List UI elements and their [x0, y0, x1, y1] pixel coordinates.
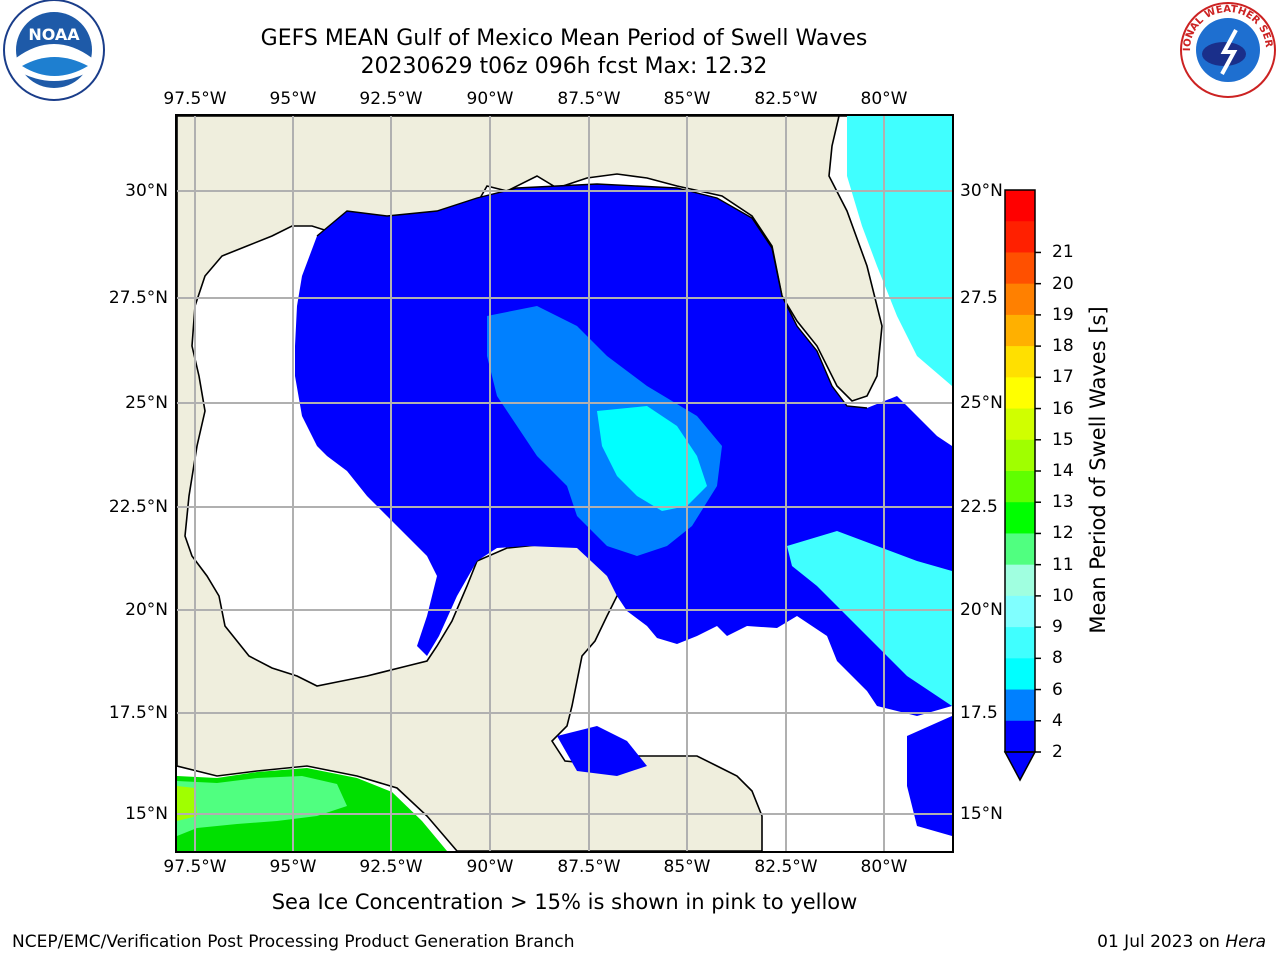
colorbar-segment	[1005, 533, 1035, 566]
lon-label-top: 90°W	[466, 89, 514, 109]
lat-label-left: 15°N	[125, 804, 168, 824]
colorbar	[1003, 189, 1041, 782]
chart-title: GEFS MEAN Gulf of Mexico Mean Period of …	[260, 26, 868, 51]
map-canvas	[177, 116, 952, 851]
colorbar-segment	[1005, 221, 1035, 253]
lon-label-top: 97.5°W	[163, 89, 227, 109]
colorbar-label: 21	[1052, 242, 1074, 263]
colorbar-label: 12	[1052, 523, 1074, 544]
nws-logo: NATIONAL WEATHER SERVICE	[1178, 0, 1276, 98]
wave-field-atlantic	[847, 116, 952, 386]
chart-subtitle: 20230629 t06z 096h fcst Max: 12.32	[360, 54, 768, 79]
colorbar-segment	[1005, 720, 1035, 753]
lon-label-bottom: 92.5°W	[359, 857, 423, 877]
colorbar-segment	[1005, 658, 1035, 691]
colorbar-segment	[1005, 564, 1035, 597]
lat-label-right: 27.5	[960, 288, 998, 308]
colorbar-label: 20	[1052, 273, 1074, 294]
colorbar-label: 6	[1052, 679, 1063, 700]
coastline	[316, 183, 868, 409]
lat-label-right: 30°N	[960, 181, 1003, 201]
lat-label-left: 17.5°N	[108, 703, 168, 723]
lat-label-left: 22.5°N	[108, 497, 168, 517]
sea-ice-note: Sea Ice Concentration > 15% is shown in …	[271, 890, 858, 914]
colorbar-label: 18	[1052, 336, 1074, 357]
lon-label-top: 85°W	[663, 89, 711, 109]
wave-field-6s	[597, 406, 707, 511]
lon-label-top: 87.5°W	[557, 89, 621, 109]
colorbar-label: 11	[1052, 554, 1074, 575]
colorbar-segment	[1005, 439, 1035, 472]
lat-label-right: 15°N	[960, 804, 1003, 824]
colorbar-label: 8	[1052, 648, 1063, 669]
colorbar-segment	[1005, 346, 1035, 378]
lon-label-top: 95°W	[269, 89, 317, 109]
credit-machine: Hera	[1225, 932, 1266, 952]
lat-label-right: 25°N	[960, 393, 1003, 413]
map-panel	[175, 114, 954, 853]
lat-label-left: 25°N	[125, 393, 168, 413]
lon-label-bottom: 82.5°W	[754, 857, 818, 877]
wave-field-caribbean	[787, 531, 952, 706]
wave-field-east-patch	[907, 716, 952, 836]
noaa-logo: NOAA	[3, 0, 105, 101]
colorbar-segment	[1005, 689, 1035, 722]
colorbar-segment	[1005, 627, 1035, 659]
colorbar-segment	[1005, 408, 1035, 441]
credit-right: 01 Jul 2023 on Hera	[1097, 932, 1266, 952]
colorbar-segment	[1005, 471, 1035, 503]
lon-label-bottom: 90°W	[466, 857, 514, 877]
lat-label-right: 17.5	[960, 703, 998, 723]
colorbar-label: 19	[1052, 304, 1074, 325]
lon-label-bottom: 85°W	[663, 857, 711, 877]
lon-label-top: 82.5°W	[754, 89, 818, 109]
colorbar-label: 17	[1052, 367, 1074, 388]
lon-label-bottom: 87.5°W	[557, 857, 621, 877]
lat-label-right: 22.5	[960, 497, 998, 517]
wave-field-caribbean-south	[557, 726, 647, 776]
lat-label-left: 27.5°N	[108, 288, 168, 308]
colorbar-segment	[1005, 377, 1035, 410]
lat-label-left: 30°N	[125, 181, 168, 201]
svg-text:NOAA: NOAA	[28, 25, 80, 44]
credit-left: NCEP/EMC/Verification Post Processing Pr…	[12, 932, 575, 952]
colorbar-segment	[1005, 502, 1035, 534]
colorbar-segment	[1005, 283, 1035, 316]
lat-label-right: 20°N	[960, 600, 1003, 620]
colorbar-label: 13	[1052, 492, 1074, 513]
colorbar-extend-arrow	[1003, 751, 1037, 782]
credit-date: 01 Jul 2023 on	[1097, 932, 1220, 952]
wave-field-pacific-yellow	[177, 786, 197, 821]
graticule	[177, 116, 952, 851]
lon-label-top: 92.5°W	[359, 89, 423, 109]
colorbar-label: 4	[1052, 710, 1063, 731]
lon-label-bottom: 95°W	[269, 857, 317, 877]
lon-label-bottom: 97.5°W	[163, 857, 227, 877]
colorbar-segment	[1005, 190, 1035, 222]
lon-label-bottom: 80°W	[860, 857, 908, 877]
colorbar-label: 9	[1052, 617, 1063, 638]
colorbar-segment	[1005, 314, 1035, 347]
colorbar-segment	[1005, 252, 1035, 285]
colorbar-title: Mean Period of Swell Waves [s]	[1086, 306, 1110, 634]
colorbar-label: 15	[1052, 429, 1074, 450]
colorbar-label: 16	[1052, 398, 1074, 419]
wave-field-pacific-light	[177, 776, 347, 836]
colorbar-label: 10	[1052, 585, 1074, 606]
lon-label-top: 80°W	[860, 89, 908, 109]
colorbar-segment	[1005, 595, 1035, 628]
colorbar-label: 2	[1052, 742, 1063, 762]
colorbar-label: 14	[1052, 461, 1074, 481]
lat-label-left: 20°N	[125, 600, 168, 620]
